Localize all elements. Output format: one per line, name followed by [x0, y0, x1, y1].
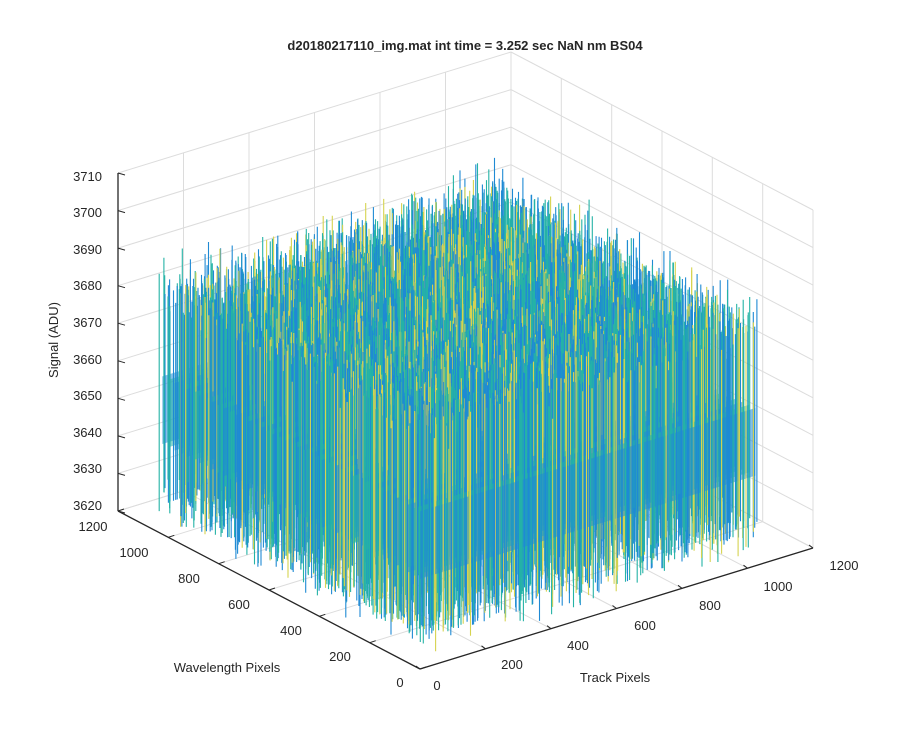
grid-line	[117, 51, 512, 174]
grid-line	[510, 51, 814, 211]
grid-line	[117, 126, 512, 249]
grid-line	[117, 164, 512, 287]
grid-line	[117, 89, 512, 212]
grid-line	[510, 164, 814, 324]
grid-line	[510, 126, 814, 286]
grid-line	[510, 89, 814, 249]
surface-mesh	[158, 157, 758, 652]
